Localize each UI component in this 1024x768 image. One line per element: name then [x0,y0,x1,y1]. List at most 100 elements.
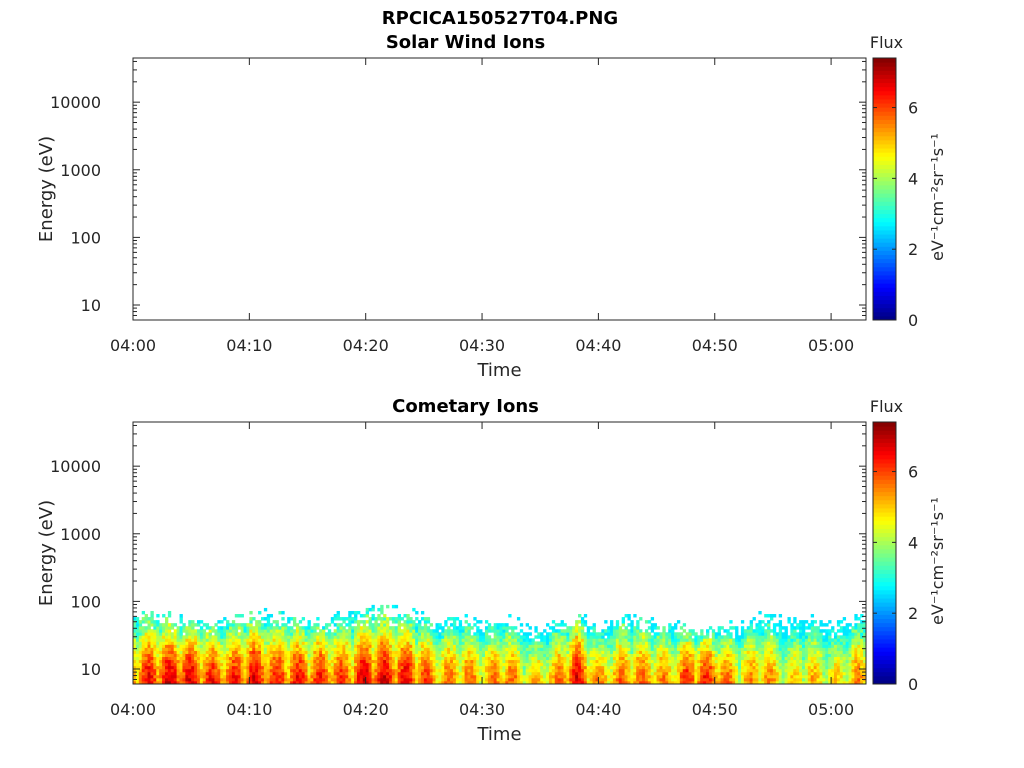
flux-cell [659,632,663,636]
flux-cell [647,644,652,648]
flux-cell [479,677,483,682]
flux-cell [717,662,721,667]
flux-cell [170,668,175,673]
flux-cell [560,665,564,670]
flux-cell [729,647,733,651]
flux-cell [735,647,739,651]
flux-cell [252,677,256,682]
flux-cell [319,632,323,636]
flux-cell [674,650,678,654]
flux-cell [470,635,474,639]
flux-cell [700,665,704,670]
flux-cell [580,668,585,673]
flux-cell [834,674,838,679]
flux-cell [592,647,596,651]
flux-cell [150,632,154,636]
flux-cell [165,641,169,645]
flux-cell [592,662,596,667]
flux-cell [470,626,474,630]
flux-cell [775,668,780,673]
flux-cell [799,656,803,661]
flux-cell [351,626,355,630]
flux-cell [644,632,649,636]
flux-cell [514,641,518,645]
flux-cell [179,620,183,624]
flux-cell [546,638,550,642]
flux-cell [351,674,355,679]
flux-cell [473,635,477,639]
flux-cell [365,671,370,676]
flux-cell [656,641,660,645]
flux-cell [400,644,404,648]
flux-cell [668,641,672,645]
flux-cell [650,644,655,648]
flux-cell [223,635,227,639]
flux-cell [688,638,692,642]
flux-cell [153,668,157,673]
flux-cell [548,662,553,667]
flux-cell [240,662,244,667]
flux-cell [621,617,625,621]
flux-cell [636,659,640,664]
flux-cell [639,653,643,658]
flux-cell [770,680,774,685]
flux-cell [499,650,503,654]
flux-cell [659,635,663,639]
flux-cell [313,680,317,685]
flux-cell [630,662,634,667]
flux-cell [659,650,663,654]
flux-cell [551,677,556,682]
flux-cell [295,665,300,670]
flux-cell [269,614,274,618]
flux-cell [839,680,844,685]
flux-cell [150,620,154,624]
flux-cell [342,644,346,648]
flux-cell [787,647,791,651]
flux-cell [179,638,183,642]
flux-cell [409,629,413,633]
flux-cell [415,680,419,685]
flux-cell [409,632,413,636]
flux-cell [578,656,582,661]
flux-cell [252,674,256,679]
flux-cell [770,641,774,645]
flux-cell [642,665,646,670]
flux-cell [246,677,250,682]
flux-cell [217,629,221,633]
flux-cell [729,671,733,676]
flux-cell [391,620,396,624]
flux-cell [374,629,378,633]
flux-cell [775,650,780,654]
flux-cell [162,659,166,664]
flux-cell [543,671,547,676]
flux-cell [548,653,553,658]
flux-cell [636,674,640,679]
flux-cell [816,644,820,648]
flux-cell [226,632,230,636]
flux-cell [397,656,401,661]
flux-cell [386,617,390,621]
flux-cell [391,674,396,679]
flux-cell [272,680,276,685]
flux-cell [508,644,512,648]
flux-cell [226,659,230,664]
flux-cell [688,647,692,651]
flux-cell [412,632,416,636]
flux-cell [557,659,561,664]
flux-cell [278,680,282,685]
flux-cell [700,638,704,642]
flux-cell [758,656,762,661]
flux-cell [548,644,553,648]
flux-cell [388,680,393,685]
flux-cell [377,607,381,612]
flux-cell [441,662,445,667]
flux-cell [339,638,343,642]
flux-cell [301,677,306,682]
flux-cell [170,665,175,670]
flux-cell [339,632,343,636]
flux-cell [569,656,573,661]
flux-cell [618,668,623,673]
flux-cell [447,677,451,682]
flux-cell [199,656,204,661]
flux-cell [252,629,256,633]
